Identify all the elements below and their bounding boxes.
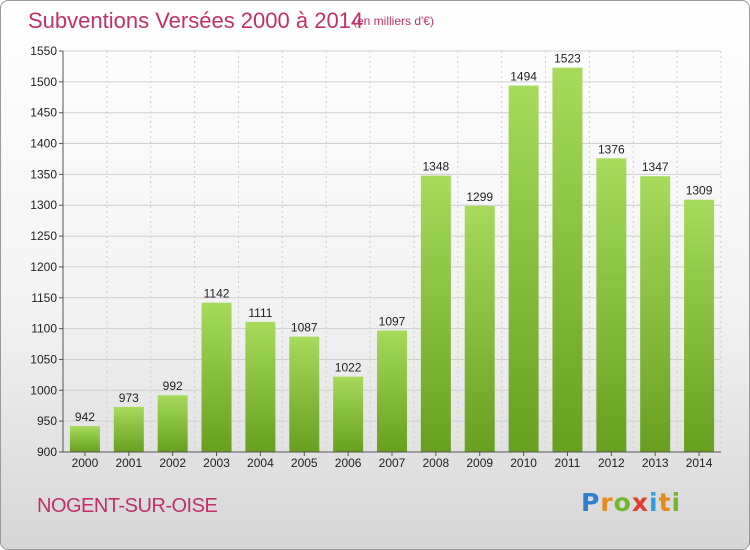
data-label: 992 xyxy=(163,379,183,393)
logo-letter: P xyxy=(581,488,601,517)
chart-subtitle: (en milliers d'€) xyxy=(353,14,434,28)
data-labels: 942 973 992 1142 1111 1087 1022 1097 1348 1299 149… xyxy=(75,52,713,424)
data-label: 1347 xyxy=(642,160,669,174)
x-tick-label: 2000 xyxy=(72,456,99,470)
y-tick-label: 950 xyxy=(37,414,57,428)
bar xyxy=(420,175,451,452)
chart-title: Subventions Versées 2000 à 2014 xyxy=(28,8,364,33)
x-tick-label: 2001 xyxy=(115,456,142,470)
bar xyxy=(333,376,364,452)
data-label: 1309 xyxy=(686,184,713,198)
x-tick-label: 2012 xyxy=(598,456,625,470)
bar xyxy=(245,321,276,452)
y-tick-label: 1300 xyxy=(30,198,57,212)
data-label: 1022 xyxy=(335,361,362,375)
y-tick-label: 1450 xyxy=(30,106,57,120)
x-tick-label: 2009 xyxy=(466,456,493,470)
bar xyxy=(201,302,232,452)
data-label: 1142 xyxy=(204,287,230,301)
x-tick-label: 2010 xyxy=(510,456,537,470)
bar xyxy=(113,406,144,452)
bar xyxy=(640,176,671,452)
y-tick-label: 1000 xyxy=(30,383,57,397)
logo-letter: r xyxy=(600,488,614,517)
data-label: 1111 xyxy=(248,306,272,320)
data-label: 973 xyxy=(119,391,139,405)
x-tick-label: 2014 xyxy=(686,456,713,470)
bar xyxy=(69,426,100,452)
bar xyxy=(377,330,407,452)
x-tick-label: 2004 xyxy=(247,456,274,470)
bars xyxy=(69,67,715,453)
data-label: 1097 xyxy=(379,314,406,328)
bar xyxy=(508,85,539,452)
y-tick-label: 1350 xyxy=(30,167,57,181)
data-label: 1299 xyxy=(466,190,493,204)
logo-letter: o xyxy=(613,488,632,517)
logo-letter: x xyxy=(631,488,649,517)
data-label: 1494 xyxy=(510,70,537,84)
axes: 900 950 1000 1050 1100 1150 1200 1250 1300 1350 14… xyxy=(30,44,721,470)
x-tick-label: 2011 xyxy=(555,456,581,470)
data-label: 1348 xyxy=(423,160,450,174)
y-tick-label: 1400 xyxy=(30,137,57,151)
bar xyxy=(684,199,715,452)
bar xyxy=(464,205,495,452)
brand-logo: Proxiti xyxy=(581,488,681,517)
y-tick-label: 1100 xyxy=(31,322,57,336)
y-tick-label: 900 xyxy=(37,445,57,459)
y-tick-label: 1150 xyxy=(31,291,57,305)
x-tick-label: 2002 xyxy=(159,456,186,470)
data-label: 1523 xyxy=(554,52,581,66)
bar xyxy=(552,67,583,452)
data-label: 1376 xyxy=(598,142,625,156)
y-tick-label: 1500 xyxy=(30,75,57,89)
logo-letter: t xyxy=(658,488,672,517)
x-tick-label: 2007 xyxy=(379,456,406,470)
x-tick-label: 2013 xyxy=(642,456,669,470)
data-label: 942 xyxy=(75,410,95,424)
bar xyxy=(596,158,627,453)
data-label: 1087 xyxy=(291,321,318,335)
y-tick-label: 1550 xyxy=(30,44,57,58)
x-tick-label: 2003 xyxy=(203,456,230,470)
bar xyxy=(289,336,320,452)
y-tick-label: 1200 xyxy=(30,260,57,274)
bar xyxy=(157,395,188,452)
logo-letter: i xyxy=(671,488,682,517)
logo-letter: i xyxy=(649,488,659,517)
y-tick-label: 1250 xyxy=(30,229,57,243)
x-tick-label: 2006 xyxy=(335,456,362,470)
x-tick-label: 2008 xyxy=(423,456,450,470)
location-name: NOGENT-SUR-OISE xyxy=(37,495,218,517)
y-tick-label: 1050 xyxy=(30,352,57,366)
x-tick-label: 2005 xyxy=(291,456,318,470)
